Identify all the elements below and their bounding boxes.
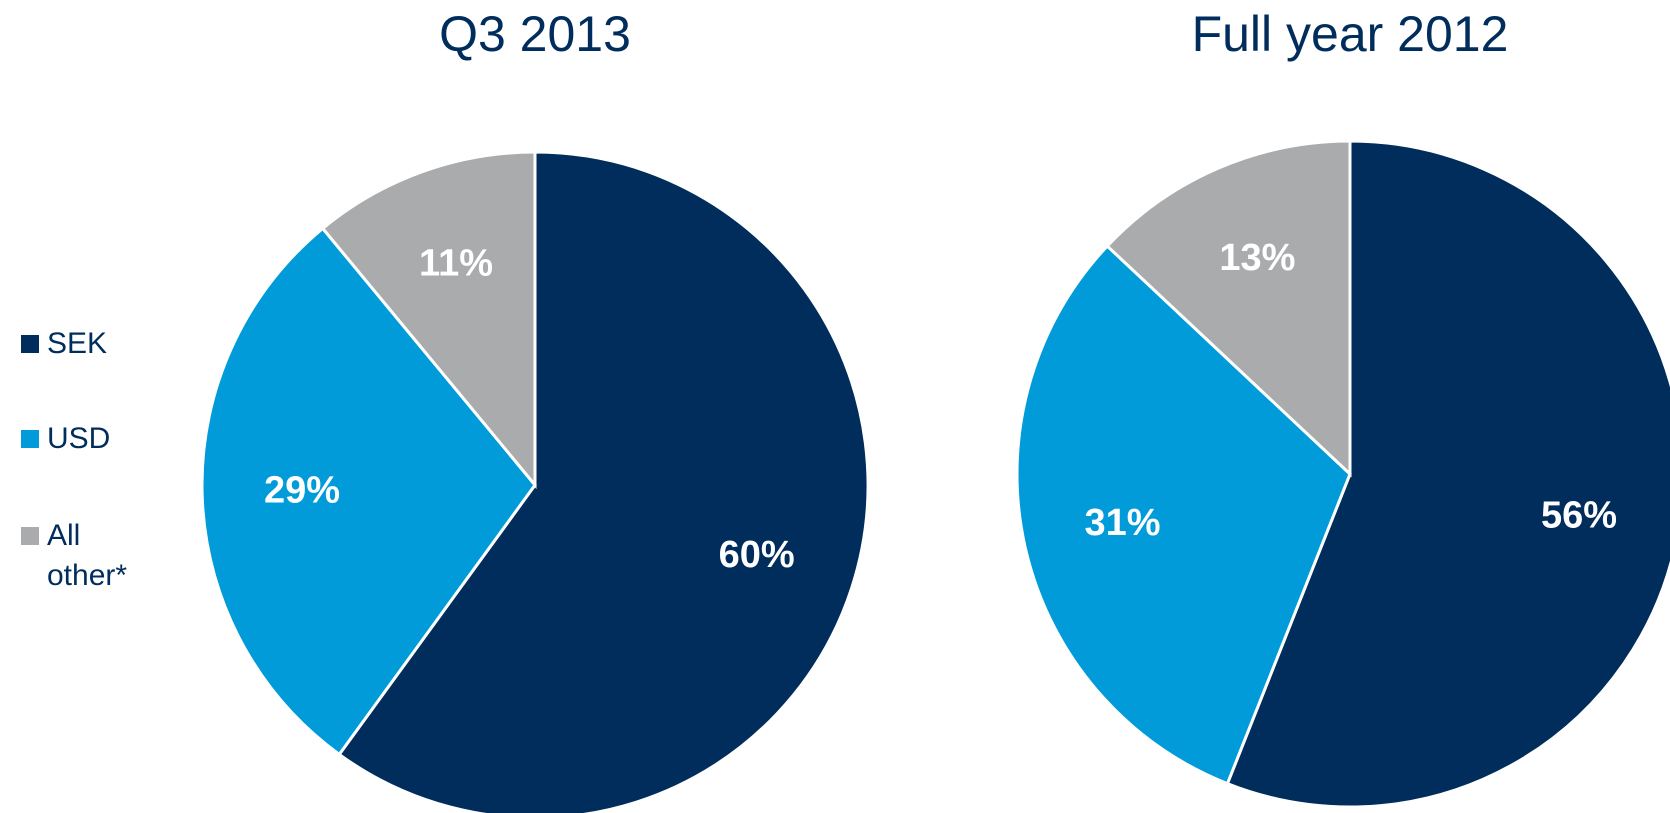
data-label: 56% <box>1541 495 1617 537</box>
legend-label: All other* <box>47 519 128 592</box>
data-label: 60% <box>719 534 795 576</box>
data-label: 11% <box>419 243 493 285</box>
pie-slice <box>337 150 870 813</box>
data-label: 31% <box>1084 502 1160 544</box>
pie-slice <box>1015 243 1352 786</box>
data-label: 13% <box>1219 237 1295 279</box>
data-label: 29% <box>264 469 340 511</box>
legend-swatch <box>21 335 39 353</box>
legend-label: SEK <box>47 327 108 360</box>
pie-slice <box>1105 139 1352 478</box>
chart-title: Full year 2012 <box>1192 6 1509 62</box>
pie-slice <box>320 150 537 490</box>
legend-swatch <box>21 430 39 448</box>
pie-slice <box>200 226 537 757</box>
legend-swatch <box>21 527 39 545</box>
chart-title: Q3 2013 <box>439 6 631 62</box>
pie-slice <box>1225 139 1670 809</box>
legend-label: USD <box>47 422 111 455</box>
